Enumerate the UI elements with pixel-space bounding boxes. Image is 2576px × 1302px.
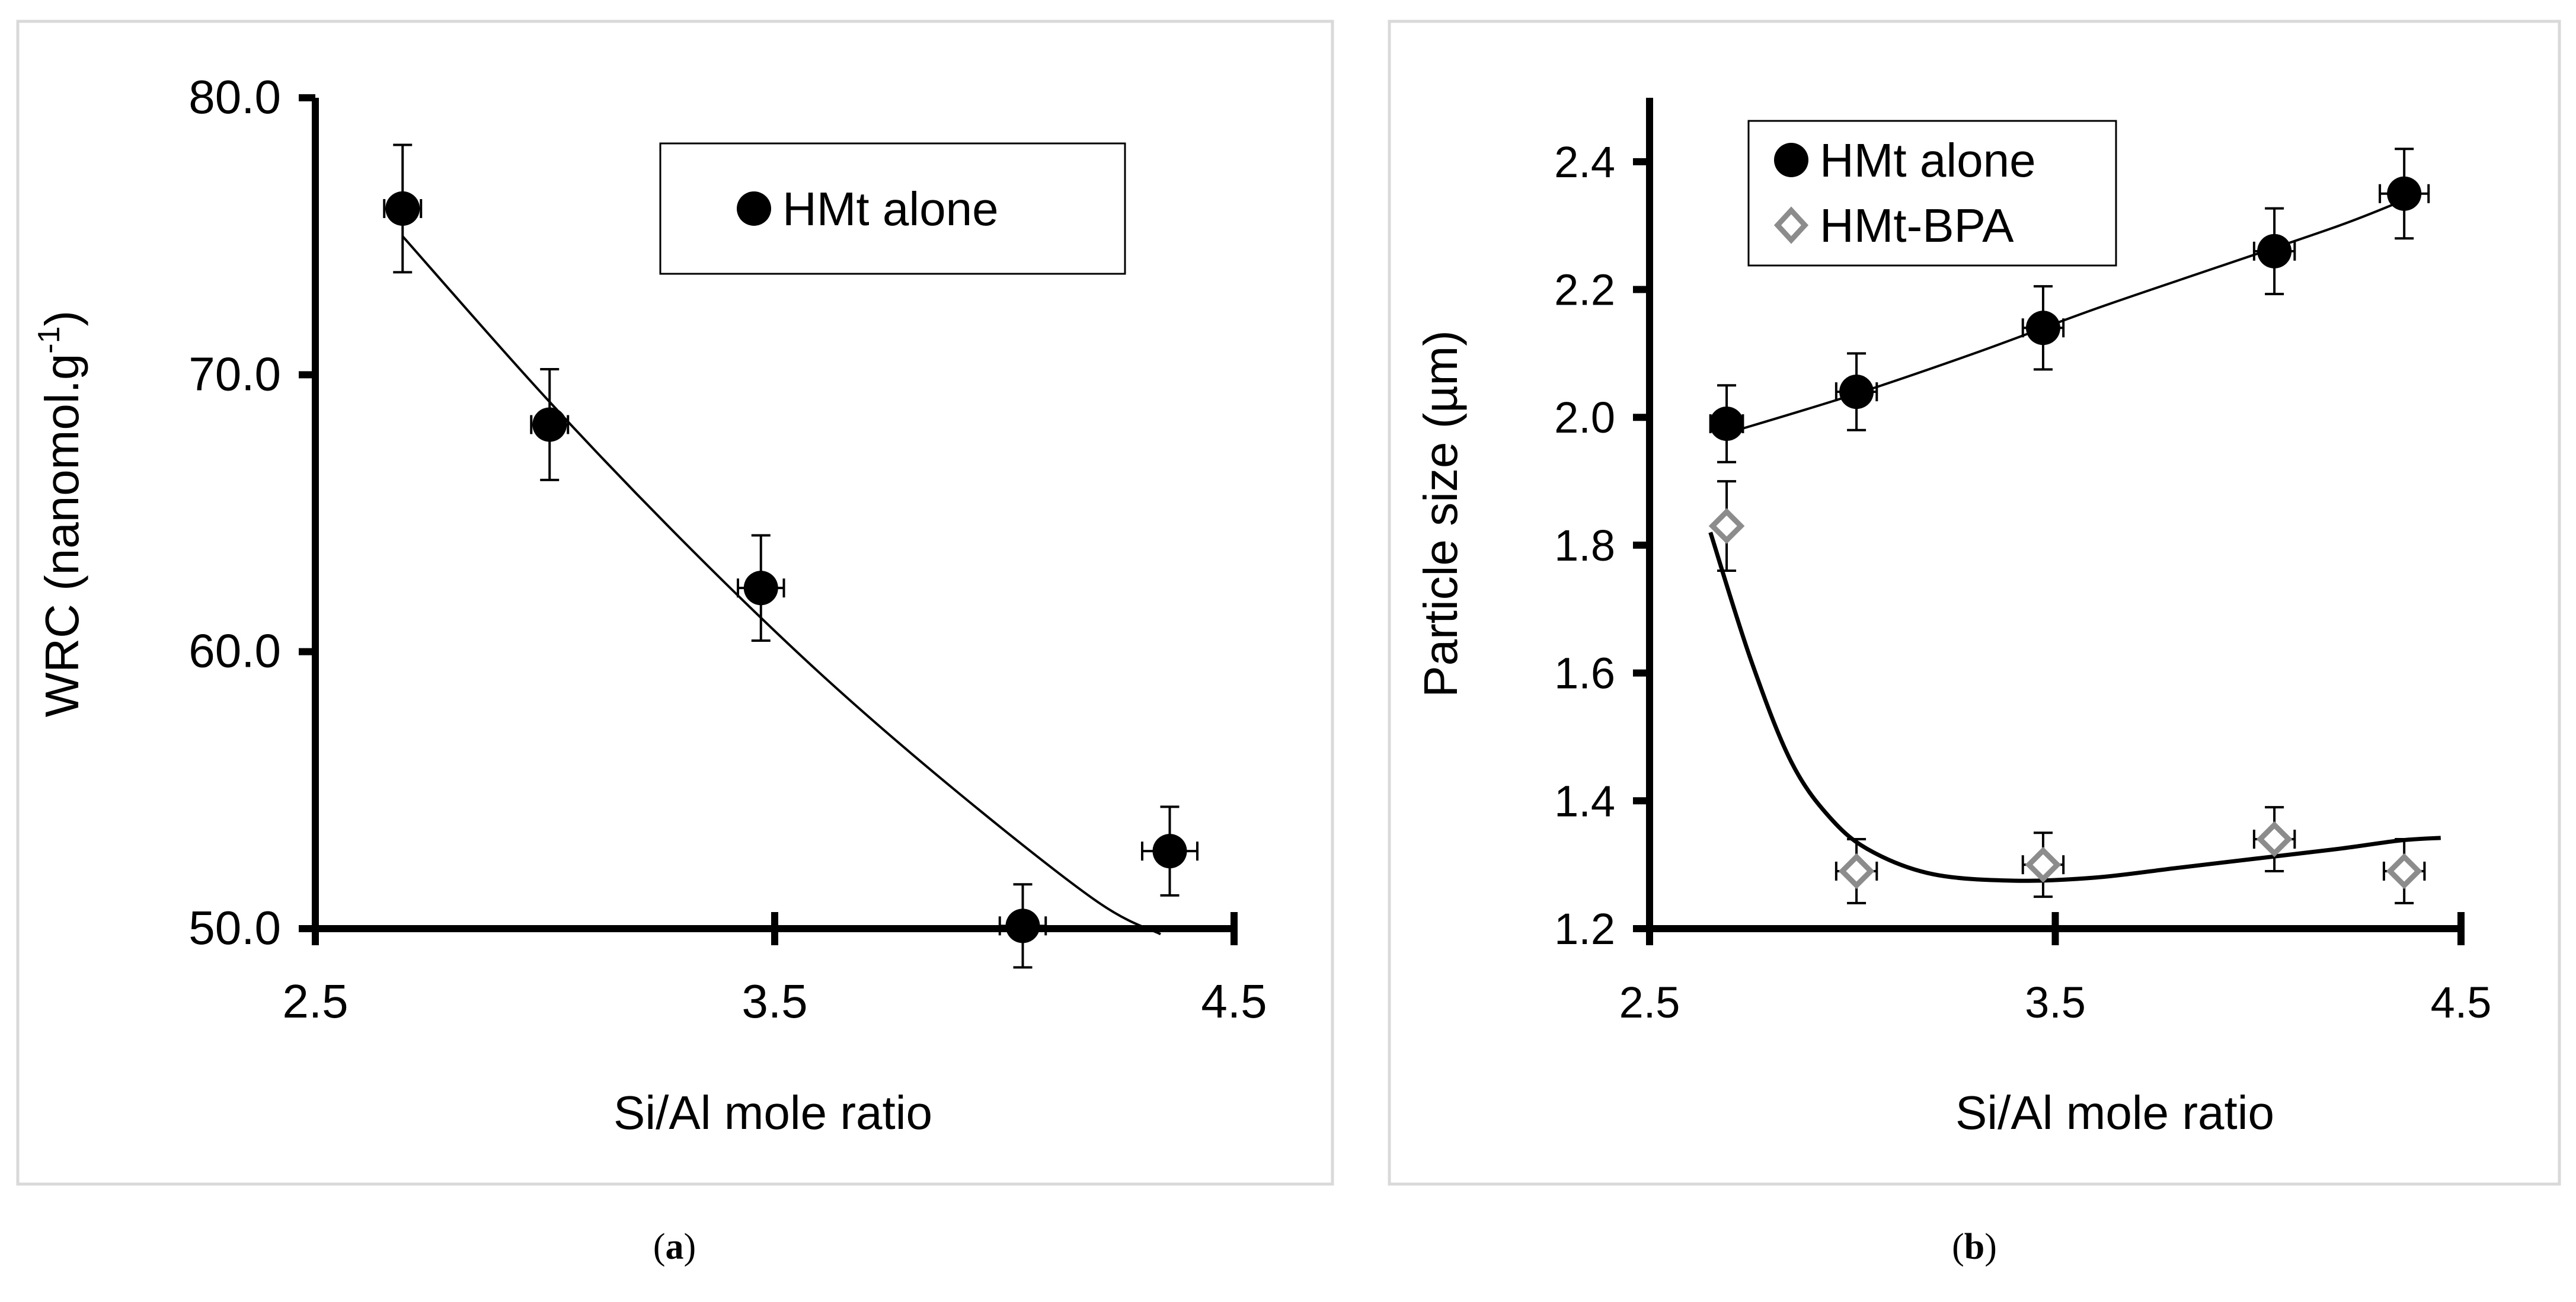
panel-a-hmt-alone-point [532, 407, 567, 442]
panel-b-x-tick-label: 3.5 [2025, 978, 2086, 1027]
panel-a-y-tick-label: 80.0 [188, 71, 281, 123]
panel-b-y-tick-label: 1.8 [1554, 521, 1615, 570]
panel-b-tick-labels: 2.5 3.5 4.5 1.2 1.4 1.6 1.8 2.0 2.2 2.4 [1554, 137, 2491, 1027]
panel-a: 2.5 3.5 4.5 50.0 60.0 70.0 80.0 Si/Al mole rat… [16, 20, 1334, 1186]
caption-a-letter: a [666, 1227, 684, 1267]
panel-b-hmt-alone-point [2387, 176, 2422, 211]
panel-a-y-tick-label: 50.0 [188, 901, 281, 954]
panel-a-legend-label: HMt alone [782, 183, 999, 235]
panel-b-hmt-bpa-point [2256, 821, 2293, 858]
panel-b-y-tick-label: 2.2 [1554, 265, 1615, 315]
panel-b: 2.5 3.5 4.5 1.2 1.4 1.6 1.8 2.0 2.2 2.4 Si/Al mol… [1388, 20, 2561, 1186]
panel-a-x-tick-label: 4.5 [1201, 975, 1267, 1028]
panel-a-x-tick-label: 2.5 [282, 975, 348, 1028]
panel-a-y-tick-label: 60.0 [188, 625, 281, 677]
panel-a-y-axis-label-superscript: -1 [32, 326, 66, 353]
panel-b-y-tick-label: 1.4 [1554, 776, 1615, 826]
panel-b-x-tick-label: 4.5 [2431, 978, 2492, 1027]
panel-b-trendline-hmt-bpa [1708, 532, 2441, 883]
panel-a-x-axis-label: Si/Al mole ratio [613, 1086, 932, 1139]
panel-b-legend-marker-diamond [1773, 206, 1809, 244]
panel-b-ticks [1633, 158, 2465, 945]
panel-b-legend-label-hmt-alone: HMt alone [1820, 134, 2036, 187]
panel-b-hmt-alone-point [2025, 311, 2060, 346]
panel-b-hmt-alone-point [2257, 233, 2292, 268]
panel-b-legend-marker-circle [1774, 143, 1808, 177]
panel-b-hmt-bpa-point [2025, 846, 2062, 883]
caption-b-close: ) [1984, 1227, 1997, 1267]
panel-b-hmt-bpa-point [1838, 853, 1875, 890]
caption-a-open: ( [653, 1227, 666, 1267]
panel-b-y-tick-label: 1.2 [1554, 904, 1615, 954]
panel-a-trendline-group [401, 235, 1161, 936]
panel-b-y-axis-label: Particle size (µm) [1414, 330, 1467, 698]
caption-a: (a) [653, 1227, 696, 1267]
panel-a-y-tick-label: 70.0 [188, 347, 281, 400]
panel-a-hmt-alone-point [1152, 834, 1187, 869]
panel-b-x-axis-label: Si/Al mole ratio [1955, 1086, 2274, 1139]
panel-b-hmt-alone-point [1839, 375, 1874, 410]
panel-a-y-axis-label: WRC (nanomol.g-1) [32, 311, 88, 717]
panel-b-legend-label-hmt-bpa: HMt-BPA [1820, 199, 2014, 252]
panel-a-hmt-alone-point [1005, 908, 1040, 943]
panel-a-hmt-alone-point [743, 571, 778, 606]
panel-b-y-tick-label: 2.0 [1554, 393, 1615, 442]
panel-b-points [1708, 176, 2422, 890]
panel-b-hmt-alone-point [1709, 407, 1744, 442]
panel-b-legend-box [1747, 120, 2117, 267]
panel-a-legend: HMt alone [659, 142, 1126, 275]
panel-a-points [385, 191, 1187, 943]
panel-b-hmt-bpa-point [1708, 508, 1745, 544]
panel-b-hmt-bpa-point [2386, 853, 2422, 890]
caption-b-letter: b [1964, 1227, 1984, 1267]
panel-a-error-bars [383, 143, 1198, 969]
panel-a-hmt-alone-point [385, 191, 420, 226]
caption-a-close: ) [684, 1227, 696, 1267]
caption-b-open: ( [1952, 1227, 1964, 1267]
panel-a-y-axis-label-close: ) [36, 311, 88, 327]
panel-a-y-axis-label-main: WRC (nanomol.g [36, 354, 88, 718]
panel-b-y-tick-label: 1.6 [1554, 649, 1615, 698]
panel-a-ticks [299, 94, 1238, 945]
panel-a-legend-marker-circle [737, 191, 771, 226]
panel-a-x-tick-label: 3.5 [742, 975, 807, 1028]
panel-b-legend: HMt alone HMt-BPA [1747, 120, 2117, 267]
caption-b: (b) [1952, 1227, 1997, 1267]
panel-a-trendline [401, 235, 1161, 936]
panel-a-tick-labels: 2.5 3.5 4.5 50.0 60.0 70.0 80.0 [188, 71, 1267, 1028]
panel-b-x-tick-label: 2.5 [1619, 978, 1680, 1027]
panel-b-y-tick-label: 2.4 [1554, 137, 1615, 187]
